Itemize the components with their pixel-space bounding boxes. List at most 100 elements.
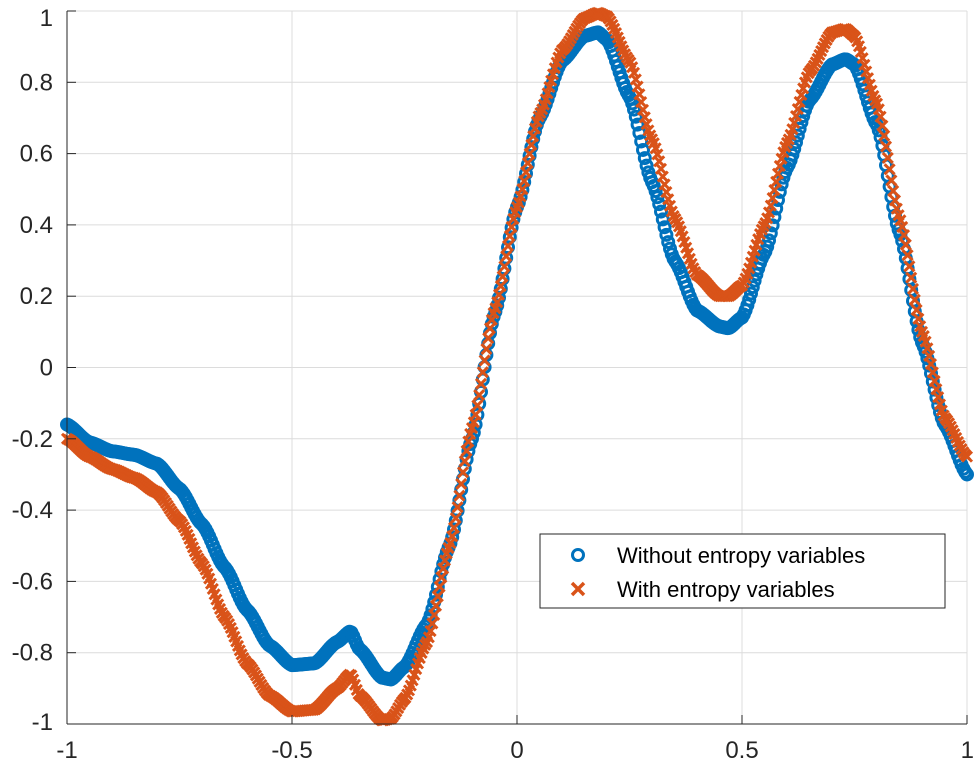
marker-x bbox=[483, 322, 497, 335]
marker-circle bbox=[648, 184, 663, 199]
marker-x bbox=[426, 617, 439, 630]
y-tick-label: 0.2 bbox=[20, 283, 53, 310]
legend-entry-1: Without entropy variables bbox=[571, 543, 865, 568]
legend-label-1: Without entropy variables bbox=[617, 543, 865, 568]
marker-x bbox=[908, 293, 921, 306]
tick-labels: -1 -0.5 0 0.5 1 1 0.8 0.6 0.4 0.2 0 -0.2 -0.4 -0.6 -0.… bbox=[12, 5, 974, 764]
marker-x bbox=[879, 140, 893, 153]
marker-circle bbox=[760, 239, 775, 254]
marker-circle bbox=[625, 96, 640, 111]
marker-x bbox=[428, 608, 441, 622]
marker-x bbox=[501, 239, 515, 253]
marker-x bbox=[888, 194, 902, 207]
legend-box bbox=[539, 533, 946, 609]
marker-x bbox=[469, 408, 482, 421]
marker-circle bbox=[634, 134, 649, 149]
x-tick-label: -1 bbox=[56, 737, 77, 764]
x-tick-label: 1 bbox=[961, 737, 974, 764]
marker-x bbox=[471, 399, 484, 412]
x-tick-label: -0.5 bbox=[271, 737, 312, 764]
marker-x bbox=[474, 377, 488, 390]
axes bbox=[66, 10, 968, 725]
marker-x bbox=[897, 229, 911, 242]
marker-circle bbox=[630, 117, 645, 132]
grid bbox=[66, 10, 968, 725]
marker-circle bbox=[654, 204, 668, 219]
marker-x bbox=[476, 366, 489, 379]
marker-x bbox=[496, 270, 509, 283]
marker-x bbox=[435, 571, 448, 584]
marker-circle bbox=[762, 233, 776, 248]
marker-x bbox=[874, 110, 887, 123]
marker-x bbox=[451, 501, 464, 514]
marker-circle bbox=[922, 358, 937, 373]
x-tick-label: 0.5 bbox=[725, 737, 758, 764]
marker-x bbox=[881, 151, 894, 164]
y-tick-label: -0.4 bbox=[12, 497, 53, 524]
y-tick-label: -0.8 bbox=[12, 640, 53, 667]
marker-circle bbox=[659, 227, 674, 242]
marker-circle bbox=[628, 109, 643, 124]
y-tick-label: -0.2 bbox=[12, 426, 53, 453]
marker-circle bbox=[639, 158, 654, 173]
marker-x bbox=[455, 477, 468, 491]
marker-x bbox=[928, 374, 941, 388]
marker-circle bbox=[744, 286, 758, 301]
marker-circle bbox=[661, 235, 676, 250]
legend-marker-x-icon bbox=[570, 581, 586, 597]
marker-x bbox=[906, 282, 920, 296]
marker-x bbox=[878, 129, 891, 142]
marker-circle bbox=[637, 151, 652, 166]
marker-x bbox=[518, 174, 531, 188]
marker-x bbox=[910, 303, 923, 316]
marker-x bbox=[456, 466, 470, 479]
marker-x bbox=[523, 147, 536, 160]
marker-x bbox=[883, 163, 896, 176]
marker-x bbox=[480, 342, 493, 356]
y-tick-label: 0.6 bbox=[20, 141, 53, 168]
marker-x bbox=[885, 174, 898, 187]
y-tick-label: 0 bbox=[40, 355, 53, 382]
legend: Without entropy variables With entropy v… bbox=[539, 533, 946, 609]
marker-x bbox=[494, 280, 507, 293]
y-tick-label: 0.4 bbox=[20, 212, 53, 239]
y-tick-label: 1 bbox=[40, 5, 53, 32]
marker-x bbox=[498, 260, 511, 273]
y-tick-label: -1 bbox=[32, 709, 53, 736]
marker-circle bbox=[627, 102, 641, 117]
marker-x bbox=[478, 354, 491, 367]
marker-x bbox=[924, 357, 938, 371]
marker-circle bbox=[931, 398, 946, 413]
marker-x bbox=[429, 599, 443, 612]
marker-x bbox=[519, 166, 533, 179]
marker-x bbox=[887, 184, 900, 197]
marker-x bbox=[525, 138, 538, 151]
marker-circle bbox=[657, 220, 672, 235]
marker-x bbox=[903, 260, 916, 273]
marker-x bbox=[960, 450, 974, 463]
marker-x bbox=[433, 580, 446, 593]
marker-x bbox=[926, 366, 939, 379]
y-tick-label: 0.8 bbox=[20, 69, 53, 96]
marker-circle bbox=[960, 467, 974, 482]
legend-marker-circle-icon bbox=[571, 548, 585, 562]
marker-x bbox=[905, 271, 918, 284]
marker-x bbox=[460, 444, 473, 457]
marker-x bbox=[482, 332, 495, 345]
marker-x bbox=[492, 288, 506, 301]
marker-x bbox=[446, 530, 459, 543]
marker-x bbox=[453, 489, 466, 502]
marker-x bbox=[449, 511, 462, 525]
x-tick-label: 0 bbox=[510, 737, 523, 764]
marker-x bbox=[500, 250, 513, 263]
marker-circle bbox=[636, 142, 650, 157]
marker-x bbox=[447, 521, 461, 534]
marker-circle bbox=[742, 292, 757, 307]
marker-x bbox=[431, 590, 444, 603]
marker-x bbox=[458, 455, 471, 468]
marker-x bbox=[473, 389, 486, 402]
marker-x bbox=[901, 249, 914, 262]
marker-x bbox=[876, 119, 889, 132]
series-layer bbox=[60, 6, 974, 727]
